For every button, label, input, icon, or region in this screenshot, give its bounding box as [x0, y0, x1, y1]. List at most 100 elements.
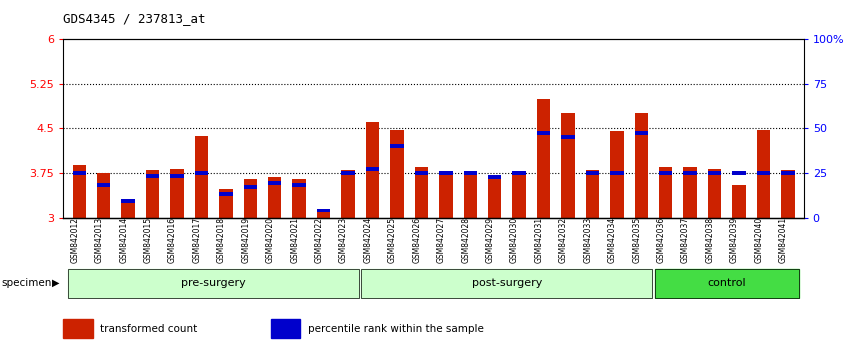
Bar [361, 269, 652, 297]
Text: GSM842027: GSM842027 [437, 217, 446, 263]
Bar [415, 171, 428, 175]
Text: GSM842032: GSM842032 [559, 217, 568, 263]
Bar [513, 171, 526, 175]
Bar [244, 185, 257, 189]
Bar [585, 171, 599, 175]
Bar [781, 171, 794, 175]
Bar [390, 144, 404, 148]
Bar [561, 113, 574, 218]
Text: GSM842025: GSM842025 [388, 217, 397, 263]
Bar [537, 131, 550, 135]
Bar [390, 130, 404, 218]
Bar [537, 98, 550, 218]
Bar [219, 192, 233, 196]
Bar [634, 131, 648, 135]
Text: GSM842018: GSM842018 [217, 217, 226, 263]
Bar [610, 131, 624, 218]
Text: GSM842026: GSM842026 [412, 217, 421, 263]
Bar [268, 177, 282, 218]
Bar [317, 209, 330, 212]
Text: GSM842022: GSM842022 [315, 217, 324, 263]
Text: percentile rank within the sample: percentile rank within the sample [308, 324, 484, 333]
Bar [415, 167, 428, 218]
Bar [488, 176, 502, 218]
Text: GSM842023: GSM842023 [339, 217, 348, 263]
Bar [268, 181, 282, 185]
Bar [271, 319, 300, 338]
Text: GSM842020: GSM842020 [266, 217, 275, 263]
Text: GSM842024: GSM842024 [364, 217, 372, 263]
Bar [708, 171, 722, 175]
Bar [195, 171, 208, 175]
Text: GSM842036: GSM842036 [656, 217, 666, 263]
Bar [317, 212, 330, 218]
Bar [610, 171, 624, 175]
Text: GSM842040: GSM842040 [755, 217, 763, 263]
Bar [341, 170, 354, 218]
Bar [170, 174, 184, 178]
Bar [561, 135, 574, 139]
Text: GSM842030: GSM842030 [510, 217, 519, 263]
Text: GSM842041: GSM842041 [779, 217, 788, 263]
Bar [122, 199, 135, 203]
Text: GSM842031: GSM842031 [535, 217, 543, 263]
Text: pre-surgery: pre-surgery [181, 278, 246, 288]
Bar [684, 171, 697, 175]
Bar [488, 175, 502, 179]
Bar [365, 167, 379, 171]
Bar [655, 269, 799, 297]
Bar [756, 130, 770, 218]
Text: GSM842019: GSM842019 [241, 217, 250, 263]
Bar [634, 113, 648, 218]
Bar [659, 171, 673, 175]
Text: ▶: ▶ [52, 278, 60, 288]
Bar [293, 183, 306, 187]
Bar [170, 169, 184, 218]
Text: GSM842034: GSM842034 [607, 217, 617, 263]
Text: GSM842017: GSM842017 [193, 217, 201, 263]
Bar [659, 167, 673, 218]
Text: GSM842037: GSM842037 [681, 217, 690, 263]
Bar [733, 171, 745, 175]
Text: GSM842012: GSM842012 [70, 217, 80, 263]
Bar [464, 171, 477, 175]
Bar [655, 269, 799, 297]
Text: GSM842015: GSM842015 [144, 217, 152, 263]
Bar [69, 269, 360, 297]
Bar [684, 167, 697, 218]
Bar [708, 169, 722, 218]
Text: GSM842014: GSM842014 [119, 217, 129, 263]
Bar [97, 173, 111, 218]
Text: GSM842038: GSM842038 [706, 217, 715, 263]
Text: GSM842016: GSM842016 [168, 217, 177, 263]
Text: GSM842021: GSM842021 [290, 217, 299, 263]
Text: transformed count: transformed count [101, 324, 198, 333]
Text: GSM842033: GSM842033 [584, 217, 592, 263]
Bar [585, 170, 599, 218]
Text: GSM842013: GSM842013 [95, 217, 104, 263]
Text: GDS4345 / 237813_at: GDS4345 / 237813_at [63, 12, 206, 25]
Bar [69, 269, 360, 297]
Bar [341, 171, 354, 175]
Bar [756, 171, 770, 175]
Bar [293, 179, 306, 218]
Bar [146, 174, 159, 178]
Bar [464, 171, 477, 218]
Bar [195, 136, 208, 218]
Bar [73, 165, 86, 218]
Text: post-surgery: post-surgery [472, 278, 542, 288]
Bar [146, 170, 159, 218]
Text: GSM842029: GSM842029 [486, 217, 495, 263]
Text: specimen: specimen [2, 278, 52, 288]
Text: GSM842039: GSM842039 [730, 217, 739, 263]
Bar [244, 179, 257, 218]
Bar [781, 170, 794, 218]
Text: GSM842035: GSM842035 [632, 217, 641, 263]
Text: control: control [707, 278, 746, 288]
Bar [97, 183, 111, 187]
Bar [122, 203, 135, 218]
Text: GSM842028: GSM842028 [461, 217, 470, 263]
Bar [513, 171, 526, 218]
Bar [361, 269, 652, 297]
Bar [733, 185, 745, 218]
